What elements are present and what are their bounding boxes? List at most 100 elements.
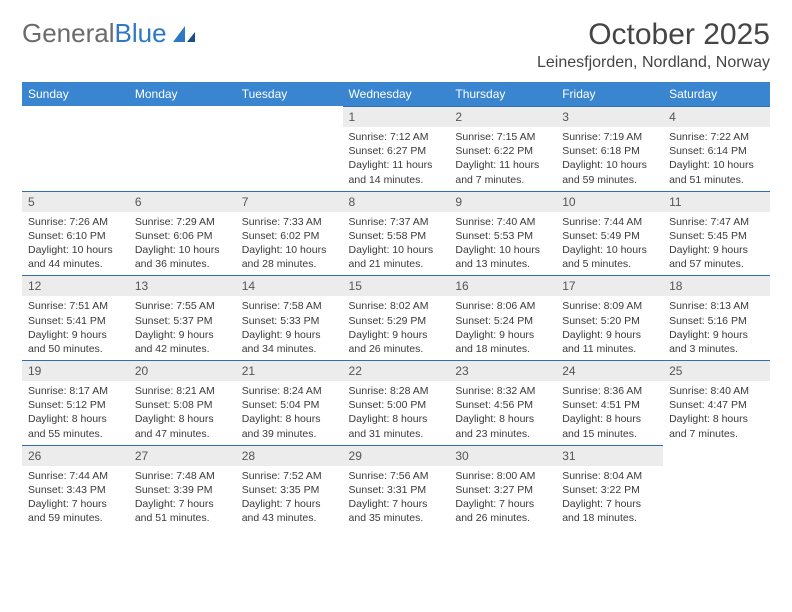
calendar-cell: 26Sunrise: 7:44 AMSunset: 3:43 PMDayligh… — [22, 445, 129, 530]
day-details: Sunrise: 8:04 AMSunset: 3:22 PMDaylight:… — [556, 466, 663, 530]
day-number: 5 — [22, 191, 129, 212]
day-details: Sunrise: 7:48 AMSunset: 3:39 PMDaylight:… — [129, 466, 236, 530]
calendar-table: Sunday Monday Tuesday Wednesday Thursday… — [22, 82, 770, 529]
day-details: Sunrise: 8:00 AMSunset: 3:27 PMDaylight:… — [449, 466, 556, 530]
day-details: Sunrise: 7:12 AMSunset: 6:27 PMDaylight:… — [343, 127, 450, 191]
weekday-header: Tuesday — [236, 82, 343, 106]
calendar-cell: 28Sunrise: 7:52 AMSunset: 3:35 PMDayligh… — [236, 445, 343, 530]
calendar-week-row: 19Sunrise: 8:17 AMSunset: 5:12 PMDayligh… — [22, 360, 770, 445]
calendar-cell: 11Sunrise: 7:47 AMSunset: 5:45 PMDayligh… — [663, 191, 770, 276]
calendar-cell: 31Sunrise: 8:04 AMSunset: 3:22 PMDayligh… — [556, 445, 663, 530]
day-number: 20 — [129, 360, 236, 381]
calendar-body: 1Sunrise: 7:12 AMSunset: 6:27 PMDaylight… — [22, 106, 770, 529]
day-number: 2 — [449, 106, 556, 127]
calendar-cell: 29Sunrise: 7:56 AMSunset: 3:31 PMDayligh… — [343, 445, 450, 530]
logo: GeneralBlue — [22, 18, 197, 49]
calendar-cell: 9Sunrise: 7:40 AMSunset: 5:53 PMDaylight… — [449, 191, 556, 276]
logo-text-blue: Blue — [115, 18, 167, 49]
day-details: Sunrise: 8:36 AMSunset: 4:51 PMDaylight:… — [556, 381, 663, 445]
day-number: 31 — [556, 445, 663, 466]
day-details: Sunrise: 7:37 AMSunset: 5:58 PMDaylight:… — [343, 212, 450, 276]
weekday-header: Monday — [129, 82, 236, 106]
day-details: Sunrise: 8:40 AMSunset: 4:47 PMDaylight:… — [663, 381, 770, 445]
calendar-cell — [22, 106, 129, 191]
title-block: October 2025 Leinesfjorden, Nordland, No… — [537, 18, 770, 72]
day-details: Sunrise: 7:44 AMSunset: 3:43 PMDaylight:… — [22, 466, 129, 530]
day-number: 19 — [22, 360, 129, 381]
day-number: 14 — [236, 275, 343, 296]
calendar-cell — [236, 106, 343, 191]
calendar-week-row: 12Sunrise: 7:51 AMSunset: 5:41 PMDayligh… — [22, 275, 770, 360]
weekday-header: Saturday — [663, 82, 770, 106]
calendar-cell: 14Sunrise: 7:58 AMSunset: 5:33 PMDayligh… — [236, 275, 343, 360]
day-details: Sunrise: 8:28 AMSunset: 5:00 PMDaylight:… — [343, 381, 450, 445]
calendar-cell: 25Sunrise: 8:40 AMSunset: 4:47 PMDayligh… — [663, 360, 770, 445]
day-number: 30 — [449, 445, 556, 466]
day-details: Sunrise: 8:09 AMSunset: 5:20 PMDaylight:… — [556, 296, 663, 360]
day-details: Sunrise: 8:02 AMSunset: 5:29 PMDaylight:… — [343, 296, 450, 360]
day-number: 17 — [556, 275, 663, 296]
calendar-cell — [129, 106, 236, 191]
calendar-cell: 27Sunrise: 7:48 AMSunset: 3:39 PMDayligh… — [129, 445, 236, 530]
day-details: Sunrise: 7:52 AMSunset: 3:35 PMDaylight:… — [236, 466, 343, 530]
calendar-cell: 12Sunrise: 7:51 AMSunset: 5:41 PMDayligh… — [22, 275, 129, 360]
weekday-header: Sunday — [22, 82, 129, 106]
day-number: 4 — [663, 106, 770, 127]
weekday-header-row: Sunday Monday Tuesday Wednesday Thursday… — [22, 82, 770, 106]
day-number: 8 — [343, 191, 450, 212]
day-details: Sunrise: 7:29 AMSunset: 6:06 PMDaylight:… — [129, 212, 236, 276]
calendar-cell: 30Sunrise: 8:00 AMSunset: 3:27 PMDayligh… — [449, 445, 556, 530]
calendar-week-row: 1Sunrise: 7:12 AMSunset: 6:27 PMDaylight… — [22, 106, 770, 191]
day-number: 21 — [236, 360, 343, 381]
day-number: 23 — [449, 360, 556, 381]
day-number: 15 — [343, 275, 450, 296]
logo-sail-icon — [171, 24, 197, 44]
day-number: 12 — [22, 275, 129, 296]
calendar-cell: 4Sunrise: 7:22 AMSunset: 6:14 PMDaylight… — [663, 106, 770, 191]
calendar-cell: 21Sunrise: 8:24 AMSunset: 5:04 PMDayligh… — [236, 360, 343, 445]
weekday-header: Thursday — [449, 82, 556, 106]
calendar-cell: 16Sunrise: 8:06 AMSunset: 5:24 PMDayligh… — [449, 275, 556, 360]
day-details: Sunrise: 8:21 AMSunset: 5:08 PMDaylight:… — [129, 381, 236, 445]
day-details: Sunrise: 7:15 AMSunset: 6:22 PMDaylight:… — [449, 127, 556, 191]
calendar-cell: 5Sunrise: 7:26 AMSunset: 6:10 PMDaylight… — [22, 191, 129, 276]
calendar-cell: 23Sunrise: 8:32 AMSunset: 4:56 PMDayligh… — [449, 360, 556, 445]
day-number: 3 — [556, 106, 663, 127]
day-details: Sunrise: 7:51 AMSunset: 5:41 PMDaylight:… — [22, 296, 129, 360]
day-details: Sunrise: 7:40 AMSunset: 5:53 PMDaylight:… — [449, 212, 556, 276]
header: GeneralBlue October 2025 Leinesfjorden, … — [22, 18, 770, 72]
day-number: 26 — [22, 445, 129, 466]
calendar-cell — [663, 445, 770, 530]
calendar-week-row: 5Sunrise: 7:26 AMSunset: 6:10 PMDaylight… — [22, 191, 770, 276]
day-number: 24 — [556, 360, 663, 381]
calendar-cell: 18Sunrise: 8:13 AMSunset: 5:16 PMDayligh… — [663, 275, 770, 360]
day-number: 10 — [556, 191, 663, 212]
day-details: Sunrise: 8:32 AMSunset: 4:56 PMDaylight:… — [449, 381, 556, 445]
day-number: 28 — [236, 445, 343, 466]
day-number: 22 — [343, 360, 450, 381]
day-details: Sunrise: 7:33 AMSunset: 6:02 PMDaylight:… — [236, 212, 343, 276]
day-details: Sunrise: 7:44 AMSunset: 5:49 PMDaylight:… — [556, 212, 663, 276]
calendar-cell: 7Sunrise: 7:33 AMSunset: 6:02 PMDaylight… — [236, 191, 343, 276]
day-number: 1 — [343, 106, 450, 127]
day-details: Sunrise: 7:58 AMSunset: 5:33 PMDaylight:… — [236, 296, 343, 360]
calendar-cell: 2Sunrise: 7:15 AMSunset: 6:22 PMDaylight… — [449, 106, 556, 191]
calendar-cell: 19Sunrise: 8:17 AMSunset: 5:12 PMDayligh… — [22, 360, 129, 445]
calendar-cell: 1Sunrise: 7:12 AMSunset: 6:27 PMDaylight… — [343, 106, 450, 191]
calendar-cell: 15Sunrise: 8:02 AMSunset: 5:29 PMDayligh… — [343, 275, 450, 360]
day-number: 6 — [129, 191, 236, 212]
day-details: Sunrise: 7:56 AMSunset: 3:31 PMDaylight:… — [343, 466, 450, 530]
calendar-cell: 13Sunrise: 7:55 AMSunset: 5:37 PMDayligh… — [129, 275, 236, 360]
calendar-cell: 8Sunrise: 7:37 AMSunset: 5:58 PMDaylight… — [343, 191, 450, 276]
month-title: October 2025 — [537, 18, 770, 52]
calendar-cell: 6Sunrise: 7:29 AMSunset: 6:06 PMDaylight… — [129, 191, 236, 276]
day-details: Sunrise: 8:06 AMSunset: 5:24 PMDaylight:… — [449, 296, 556, 360]
day-details: Sunrise: 7:47 AMSunset: 5:45 PMDaylight:… — [663, 212, 770, 276]
logo-text-gray: General — [22, 18, 115, 49]
day-number: 27 — [129, 445, 236, 466]
day-number: 29 — [343, 445, 450, 466]
calendar-cell: 17Sunrise: 8:09 AMSunset: 5:20 PMDayligh… — [556, 275, 663, 360]
day-number: 9 — [449, 191, 556, 212]
location: Leinesfjorden, Nordland, Norway — [537, 54, 770, 72]
day-number: 7 — [236, 191, 343, 212]
